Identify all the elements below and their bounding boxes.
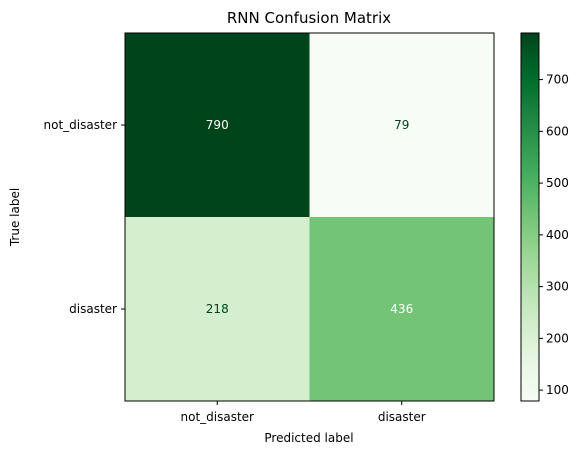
colorbar-tick-label: 200 [546, 331, 569, 345]
heatmap-cell [309, 217, 494, 401]
x-tick-label: disaster [378, 410, 426, 424]
colorbar-tick-label: 400 [546, 228, 569, 242]
y-axis-ticks: not_disaster disaster [44, 118, 125, 316]
heatmap-cells: 790 79 218 436 [125, 33, 494, 401]
cell-value-label: 218 [206, 302, 229, 316]
colorbar-ticks: 100 200 300 400 500 600 700 [539, 73, 569, 397]
cell-value-label: 436 [390, 302, 413, 316]
y-axis-label: True label [8, 188, 22, 247]
cell-value-label: 790 [206, 118, 229, 132]
x-axis-label: Predicted label [264, 431, 353, 445]
colorbar-tick-label: 600 [546, 124, 569, 138]
colorbar-tick-label: 500 [546, 176, 569, 190]
y-tick-label: disaster [69, 302, 117, 316]
heatmap-cell [125, 217, 310, 401]
heatmap-cell [125, 33, 310, 217]
chart-title: RNN Confusion Matrix [227, 9, 391, 27]
heatmap-frame [124, 32, 495, 402]
x-tick-label: not_disaster [181, 410, 255, 424]
y-tick-label: not_disaster [44, 118, 118, 132]
colorbar [520, 32, 540, 402]
colorbar-tick-label: 700 [546, 73, 569, 87]
colorbar-tick-label: 300 [546, 280, 569, 294]
x-axis-ticks: not_disaster disaster [181, 401, 426, 424]
colorbar-tick-label: 100 [546, 383, 569, 397]
cell-value-label: 79 [394, 118, 409, 132]
heatmap-cell [309, 33, 494, 217]
